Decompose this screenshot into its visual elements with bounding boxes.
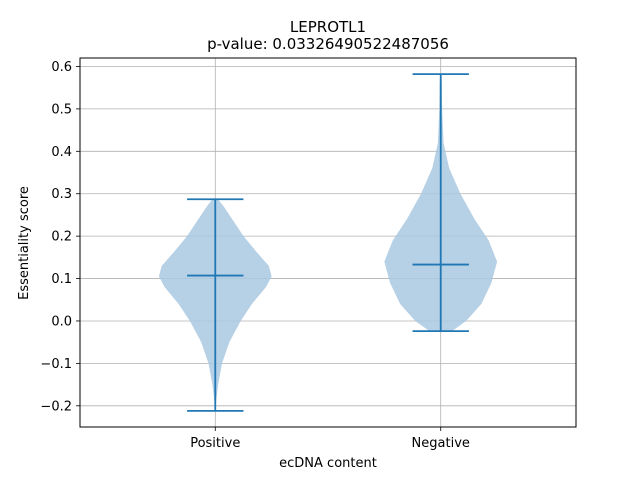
- y-tick-label: 0.5: [51, 102, 72, 117]
- y-tick-label: 0.0: [51, 314, 72, 329]
- plot-frame: [79, 57, 577, 428]
- y-tick-label: −0.1: [40, 357, 72, 372]
- x-tick-label: Negative: [412, 436, 470, 451]
- x-tick-label: Positive: [190, 436, 240, 451]
- y-tick-label: 0.4: [51, 145, 72, 160]
- ticks: −0.2 −0.1 0.0 0.1 0.2 0.3 0.4 0.5 0.6 Positive Neg…: [40, 60, 469, 451]
- y-axis-label: Essentiality score: [17, 186, 32, 300]
- y-tick-label: 0.3: [51, 187, 72, 202]
- chart-title: LEPROTL1: [290, 18, 366, 36]
- y-tick-label: 0.2: [51, 230, 72, 245]
- grid: [80, 58, 576, 427]
- x-axis-label: ecDNA content: [279, 456, 377, 471]
- y-tick-label: −0.2: [40, 399, 72, 414]
- y-tick-label: 0.1: [51, 272, 72, 287]
- chart-subtitle: p-value: 0.03326490522487056: [207, 35, 449, 53]
- y-tick-label: 0.6: [51, 60, 72, 75]
- violins: [158, 73, 498, 412]
